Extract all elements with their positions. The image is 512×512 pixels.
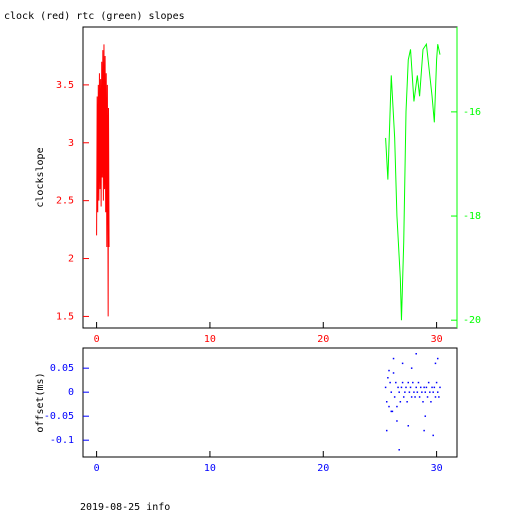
- point: [409, 386, 412, 389]
- point: [417, 381, 420, 384]
- point: [393, 396, 396, 398]
- point: [401, 381, 404, 384]
- point: [387, 377, 389, 379]
- y-axis-label: clockslope: [35, 147, 46, 207]
- y-tick-label: -0.05: [44, 411, 74, 422]
- point: [434, 362, 437, 365]
- point: [413, 391, 415, 393]
- point: [399, 401, 402, 403]
- point: [396, 420, 398, 422]
- y2-tick-label: -16: [463, 107, 481, 118]
- point: [407, 381, 410, 384]
- x-tick-label: 0: [94, 334, 100, 345]
- point: [391, 410, 394, 413]
- x-tick-label: 30: [431, 334, 443, 345]
- point: [406, 401, 408, 403]
- point: [415, 353, 417, 355]
- point: [397, 386, 399, 389]
- point: [439, 386, 441, 389]
- y-tick-label: -0.1: [50, 435, 74, 446]
- point: [432, 434, 434, 437]
- x-tick-label: 10: [204, 334, 216, 345]
- y-tick-label: 1.5: [56, 311, 74, 322]
- y-tick-label: 3.5: [56, 80, 74, 91]
- point: [436, 357, 439, 360]
- point: [404, 391, 406, 393]
- y-tick-label: 2: [68, 254, 74, 265]
- x-tick-label: 30: [431, 463, 443, 474]
- point: [400, 386, 403, 389]
- point: [398, 391, 400, 393]
- point: [422, 401, 424, 403]
- point: [415, 386, 417, 389]
- point: [434, 396, 437, 398]
- x-tick-label: 10: [204, 463, 216, 474]
- point: [390, 391, 393, 393]
- point: [432, 391, 434, 393]
- y-tick-label: 0: [68, 387, 74, 398]
- point: [423, 429, 425, 432]
- point: [388, 405, 390, 408]
- series-line: [385, 42, 441, 321]
- point: [430, 401, 432, 403]
- y2-tick-label: -18: [463, 211, 481, 222]
- x-tick-label: 0: [94, 463, 100, 474]
- point: [423, 386, 425, 389]
- point: [388, 369, 390, 372]
- point: [401, 362, 404, 365]
- point: [384, 386, 387, 389]
- point: [398, 449, 400, 451]
- x-tick-label: 20: [317, 334, 329, 345]
- point: [418, 396, 421, 398]
- point: [435, 381, 438, 384]
- point: [385, 401, 388, 403]
- point: [429, 391, 431, 393]
- y-tick-label: 3: [68, 138, 74, 149]
- point: [414, 396, 416, 398]
- point: [389, 381, 391, 384]
- y-tick-label: 0.05: [50, 363, 74, 374]
- point: [421, 391, 423, 393]
- point: [433, 386, 436, 389]
- point: [424, 415, 427, 417]
- plot-frame: [82, 347, 458, 458]
- point: [416, 391, 419, 393]
- x-tick-label: 20: [317, 463, 329, 474]
- point: [425, 386, 428, 389]
- point: [410, 396, 413, 398]
- chart-title: clock (red) rtc (green) slopes: [4, 11, 185, 22]
- point: [427, 381, 430, 384]
- point: [426, 396, 429, 398]
- point: [385, 429, 388, 432]
- point: [410, 367, 413, 369]
- point: [412, 381, 414, 384]
- point: [408, 391, 411, 393]
- point: [424, 391, 427, 393]
- point: [396, 405, 398, 408]
- footer: 2019-08-25 info: [80, 502, 170, 512]
- point: [436, 391, 439, 393]
- point: [438, 396, 440, 398]
- point: [407, 425, 410, 427]
- y-axis-label: offset(ms): [35, 372, 46, 432]
- y-tick-label: 2.5: [56, 196, 74, 207]
- point: [431, 386, 433, 389]
- series-line: [96, 44, 110, 317]
- point: [405, 386, 407, 389]
- point: [392, 357, 395, 360]
- point: [419, 386, 422, 389]
- point: [395, 381, 397, 384]
- point: [390, 410, 393, 413]
- y2-tick-label: -20: [463, 315, 481, 326]
- point: [392, 372, 395, 374]
- point: [402, 396, 405, 398]
